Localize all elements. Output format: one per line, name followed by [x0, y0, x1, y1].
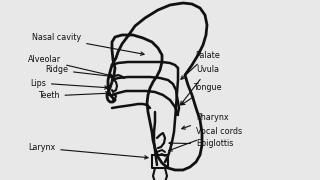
- Text: Palate: Palate: [181, 51, 220, 79]
- Text: Epiglottis: Epiglottis: [169, 140, 233, 148]
- Text: Pharynx: Pharynx: [182, 114, 228, 129]
- Text: Teeth: Teeth: [38, 91, 109, 100]
- Text: Ridge: Ridge: [45, 66, 113, 78]
- Text: Alveolar: Alveolar: [28, 55, 113, 77]
- Text: Lips: Lips: [30, 78, 108, 89]
- Text: Nasal cavity: Nasal cavity: [32, 33, 144, 55]
- Text: Vocal cords: Vocal cords: [169, 127, 242, 151]
- Text: Tongue: Tongue: [181, 84, 221, 105]
- Text: Uvula: Uvula: [180, 66, 219, 105]
- Text: Larynx: Larynx: [28, 143, 148, 159]
